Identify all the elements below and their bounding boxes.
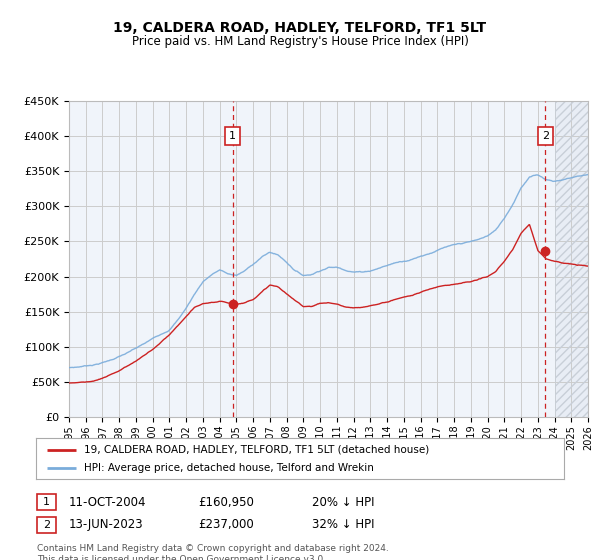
Text: HPI: Average price, detached house, Telford and Wrekin: HPI: Average price, detached house, Telf… — [83, 463, 373, 473]
Text: Contains HM Land Registry data © Crown copyright and database right 2024.
This d: Contains HM Land Registry data © Crown c… — [37, 544, 389, 560]
Text: 1: 1 — [229, 131, 236, 141]
Text: 19, CALDERA ROAD, HADLEY, TELFORD, TF1 5LT: 19, CALDERA ROAD, HADLEY, TELFORD, TF1 5… — [113, 21, 487, 35]
Text: 1: 1 — [43, 497, 50, 507]
Text: £160,950: £160,950 — [198, 496, 254, 509]
Text: Price paid vs. HM Land Registry's House Price Index (HPI): Price paid vs. HM Land Registry's House … — [131, 35, 469, 48]
Text: 32% ↓ HPI: 32% ↓ HPI — [312, 518, 374, 531]
Text: £237,000: £237,000 — [198, 518, 254, 531]
Text: 2: 2 — [43, 520, 50, 530]
Text: 11-OCT-2004: 11-OCT-2004 — [69, 496, 146, 509]
Text: 2: 2 — [542, 131, 549, 141]
Text: 13-JUN-2023: 13-JUN-2023 — [69, 518, 143, 531]
Text: 20% ↓ HPI: 20% ↓ HPI — [312, 496, 374, 509]
Text: 19, CALDERA ROAD, HADLEY, TELFORD, TF1 5LT (detached house): 19, CALDERA ROAD, HADLEY, TELFORD, TF1 5… — [83, 445, 429, 455]
